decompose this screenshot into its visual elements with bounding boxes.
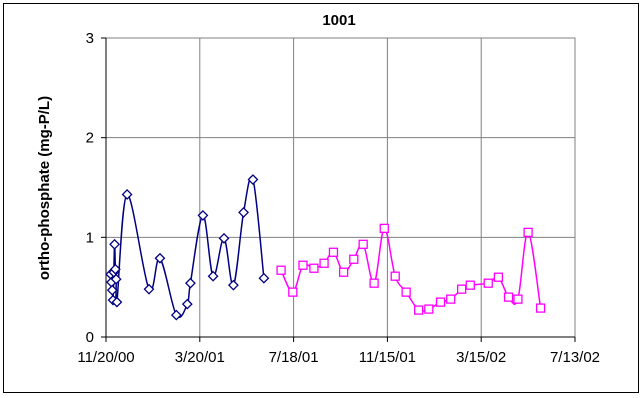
y-tick-label: 1 bbox=[86, 229, 94, 246]
series-1-point bbox=[238, 206, 249, 218]
series-2-point bbox=[414, 305, 424, 315]
series-1-point bbox=[227, 279, 239, 291]
series-2-point bbox=[503, 292, 514, 302]
series-1-point bbox=[181, 298, 193, 310]
y-tick-label: 0 bbox=[86, 329, 94, 346]
y-axis-label: ortho-phosphate (mg-P/L) bbox=[36, 96, 53, 280]
series-1-point bbox=[110, 273, 122, 285]
series-2-point bbox=[424, 304, 434, 314]
series-2-point bbox=[288, 287, 298, 297]
series-2-line bbox=[280, 227, 542, 313]
series-2-point bbox=[493, 272, 504, 282]
tick-labels: 11/20/00 3/20/01 7/18/01 11/15/01 3/15/02 7/1… bbox=[77, 30, 600, 366]
series-2-point bbox=[358, 239, 368, 249]
series-2-point bbox=[523, 227, 533, 238]
series-1-line bbox=[109, 176, 265, 319]
series-2-point bbox=[535, 303, 546, 313]
series-2-point bbox=[276, 265, 286, 275]
series-2-point bbox=[435, 297, 446, 307]
series-2-point bbox=[513, 294, 523, 304]
series-1-point bbox=[109, 238, 121, 250]
series-1-point bbox=[109, 263, 121, 275]
series-2-point bbox=[319, 258, 329, 268]
series-1-point bbox=[111, 296, 123, 308]
x-tick-label: 3/15/02 bbox=[456, 349, 506, 366]
axes bbox=[101, 37, 576, 342]
series-1-point bbox=[143, 283, 155, 295]
series-group bbox=[105, 174, 546, 321]
series-2-point bbox=[379, 223, 389, 234]
chart-frame bbox=[3, 3, 639, 393]
chart-title: 1001 bbox=[322, 12, 355, 29]
series-2-point bbox=[446, 294, 456, 304]
series-2-point bbox=[390, 271, 400, 281]
series-2-point bbox=[349, 254, 359, 264]
series-2-point bbox=[298, 260, 308, 270]
series-1-point bbox=[170, 309, 182, 321]
series-2-point bbox=[457, 284, 467, 294]
x-tick-label: 11/20/00 bbox=[77, 349, 134, 366]
series-2-point bbox=[483, 278, 493, 288]
series-1-point bbox=[218, 232, 230, 244]
series-1-point bbox=[207, 270, 219, 282]
series-2-point bbox=[401, 287, 411, 297]
plot-area-border bbox=[105, 37, 576, 338]
y-tick-label: 3 bbox=[86, 30, 94, 47]
x-tick-label: 7/13/02 bbox=[550, 349, 600, 366]
x-tick-label: 11/15/01 bbox=[359, 349, 416, 366]
series-1-point bbox=[121, 189, 133, 200]
series-2-point bbox=[309, 263, 319, 273]
series-2-point bbox=[328, 247, 339, 257]
y-tick-label: 2 bbox=[86, 130, 94, 147]
series-1-point bbox=[185, 277, 196, 289]
series-2-point bbox=[338, 267, 349, 277]
series-2-point bbox=[465, 280, 475, 290]
series-1-point bbox=[197, 209, 209, 221]
series-1-point bbox=[154, 252, 166, 264]
series-1-point bbox=[258, 272, 270, 284]
series-1-point bbox=[106, 284, 118, 296]
x-tick-label: 3/20/01 bbox=[175, 349, 225, 366]
series-1-point bbox=[247, 174, 259, 185]
gridlines bbox=[106, 38, 575, 337]
x-tick-label: 7/18/01 bbox=[269, 349, 319, 366]
series-2-point bbox=[369, 278, 379, 288]
